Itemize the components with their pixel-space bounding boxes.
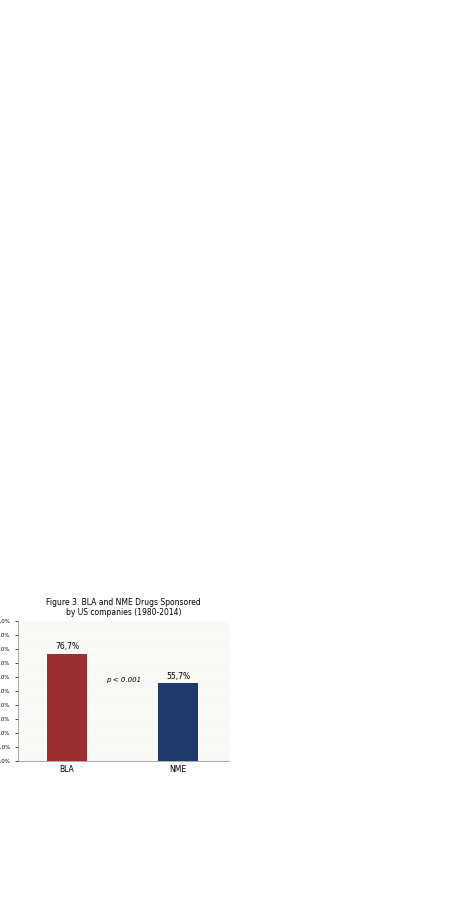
Text: 55,7%: 55,7% bbox=[166, 671, 190, 680]
Text: p < 0.001: p < 0.001 bbox=[106, 677, 141, 682]
Title: Figure 3. BLA and NME Drugs Sponsored
by US companies (1980-2014): Figure 3. BLA and NME Drugs Sponsored by… bbox=[46, 598, 201, 617]
Text: 76,7%: 76,7% bbox=[55, 643, 79, 652]
Bar bbox=[158, 683, 198, 760]
Bar bbox=[47, 653, 87, 760]
